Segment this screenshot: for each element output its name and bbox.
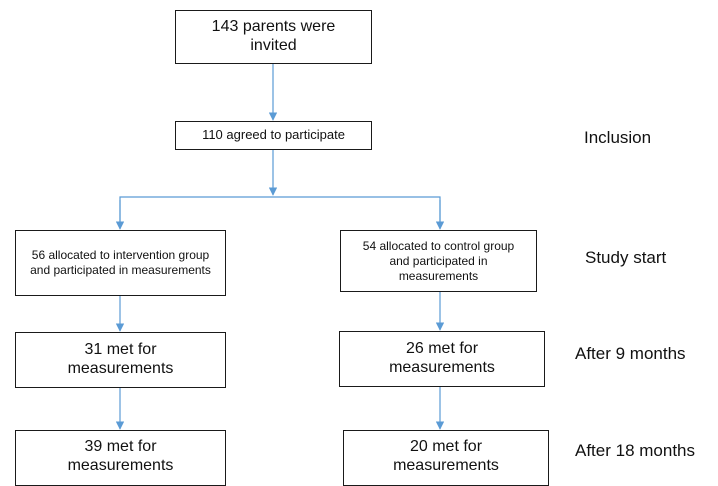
node-intervention-18m-label: 39 met for measurements bbox=[67, 438, 174, 474]
node-intervention-9m-label: 31 met for measurements bbox=[67, 341, 174, 377]
node-agreed: 110 agreed to participate bbox=[175, 121, 372, 150]
node-control-start-label: 54 allocated to control group and partic… bbox=[362, 238, 515, 283]
node-control-18m-label: 20 met for measurements bbox=[393, 438, 499, 474]
node-control-18m: 20 met for measurements bbox=[343, 430, 549, 486]
node-intervention-start: 56 allocated to intervention group and p… bbox=[15, 230, 226, 296]
node-intervention-start-label: 56 allocated to intervention group and p… bbox=[30, 248, 211, 277]
stage-after-18-months: After 18 months bbox=[575, 441, 696, 460]
node-intervention-18m: 39 met for measurements bbox=[15, 430, 226, 486]
split-line bbox=[119, 196, 441, 228]
node-invited: 143 parents were invited bbox=[175, 10, 372, 64]
stage-after-9-months: After 9 months bbox=[575, 344, 686, 363]
node-control-9m-label: 26 met for measurements bbox=[389, 340, 495, 376]
stage-study-start: Study start bbox=[585, 248, 667, 267]
stage-inclusion: Inclusion bbox=[584, 128, 652, 147]
node-control-9m: 26 met for measurements bbox=[339, 331, 545, 387]
node-intervention-9m: 31 met for measurements bbox=[15, 332, 226, 388]
node-agreed-label: 110 agreed to participate bbox=[202, 127, 345, 143]
node-control-start: 54 allocated to control group and partic… bbox=[340, 230, 537, 292]
node-invited-label: 143 parents were invited bbox=[211, 18, 336, 54]
